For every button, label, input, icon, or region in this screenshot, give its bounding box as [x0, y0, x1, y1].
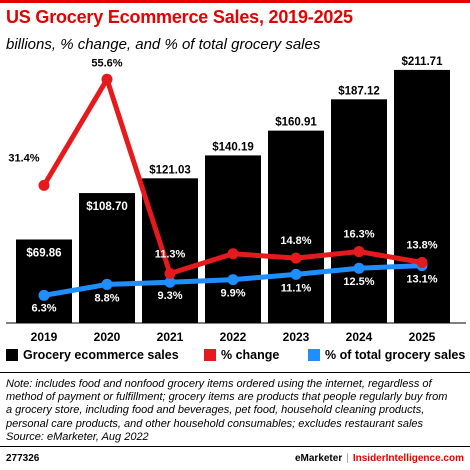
share-label: 11.1%: [281, 282, 312, 294]
change-point: [38, 179, 50, 191]
chart-id: 277326: [6, 453, 40, 464]
legend-item-sales: Grocery ecommerce sales: [6, 348, 179, 362]
bar-value-label: $211.71: [402, 56, 444, 68]
share-label: 9.9%: [220, 288, 245, 300]
change-label: 31.4%: [8, 152, 39, 164]
note-line: Note: includes food and nonfood grocery …: [6, 378, 432, 390]
x-tick-label: 2019: [31, 330, 58, 344]
source-line: Source: eMarketer, Aug 2022: [6, 430, 149, 443]
bar: [394, 69, 450, 324]
bar: [142, 178, 198, 323]
bar-value-label: $121.03: [149, 164, 191, 176]
legend-label-change: % change: [221, 348, 280, 362]
change-label: 14.8%: [280, 235, 311, 247]
brand-separator: |: [346, 453, 349, 464]
change-point: [227, 248, 239, 260]
bar-value-label: $160.91: [275, 117, 317, 129]
share-point: [164, 276, 176, 288]
share-point: [353, 262, 365, 274]
chart-area: $69.86 $108.70 $121.03 $140.19 $160.91 $187.1…: [6, 56, 466, 344]
change-label: 15.8%: [217, 231, 248, 243]
share-label: 12.5%: [343, 276, 374, 288]
brand-insider-intelligence: InsiderIntelligence.com: [352, 453, 464, 464]
change-point: [101, 73, 113, 85]
x-tick-label: 2021: [157, 330, 184, 344]
footer: 277326 eMarketer | InsiderIntelligence.com: [0, 447, 470, 470]
share-label: 9.3%: [157, 290, 182, 302]
share-point: [290, 268, 302, 280]
change-label: 55.6%: [91, 57, 122, 69]
change-point: [290, 252, 302, 264]
legend: Grocery ecommerce sales % change % of to…: [6, 348, 468, 366]
share-point: [227, 274, 239, 286]
note-line: personal care products, and other househ…: [6, 417, 424, 430]
bar: [79, 193, 135, 323]
change-label: 16.3%: [343, 229, 374, 241]
footer-brand: eMarketer | InsiderIntelligence.com: [295, 453, 464, 464]
legend-swatch-share: [308, 349, 320, 361]
bar: [331, 99, 387, 323]
bar: [268, 130, 324, 323]
x-tick-label: 2020: [94, 330, 121, 344]
x-tick-label: 2023: [283, 330, 310, 344]
note-divider: [0, 372, 470, 373]
legend-label-sales: Grocery ecommerce sales: [23, 348, 179, 362]
change-point: [353, 246, 365, 258]
legend-swatch-change: [204, 349, 216, 361]
bar-value-label: $187.12: [338, 85, 380, 97]
change-point: [164, 267, 176, 279]
bar: [16, 239, 72, 323]
footer-divider: [0, 446, 470, 447]
share-label: 13.1%: [406, 274, 437, 286]
bar: [205, 155, 261, 323]
x-tick-label: 2022: [220, 330, 247, 344]
share-label: 6.3%: [31, 302, 56, 314]
x-tick-label: 2025: [409, 330, 436, 344]
bar-value-label: $69.86: [26, 247, 61, 259]
bar-value-label: $140.19: [212, 141, 254, 153]
legend-swatch-sales: [6, 349, 18, 361]
chart-title: US Grocery Ecommerce Sales, 2019-2025: [6, 7, 353, 27]
share-label: 8.8%: [94, 292, 119, 304]
change-label: 13.8%: [406, 240, 437, 252]
legend-item-change: % change: [204, 348, 279, 362]
legend-item-share: % of total grocery sales: [308, 348, 465, 362]
chart-subtitle: billions, % change, and % of total groce…: [6, 36, 321, 53]
change-label: 11.3%: [155, 248, 186, 260]
note: Note: includes food and nonfood grocery …: [6, 378, 466, 444]
x-tick-label: 2024: [346, 330, 373, 344]
note-line: a grocery store, including food and beve…: [6, 404, 425, 417]
share-point: [38, 289, 50, 301]
brand-emarketer: eMarketer: [294, 453, 343, 464]
top-rule: [0, 0, 470, 3]
bar-value-label: $108.70: [86, 201, 128, 213]
change-point: [416, 257, 428, 269]
share-point: [101, 278, 113, 290]
legend-label-share: % of total grocery sales: [325, 348, 466, 362]
note-line: method of payment or fulfillment; grocer…: [6, 391, 448, 404]
